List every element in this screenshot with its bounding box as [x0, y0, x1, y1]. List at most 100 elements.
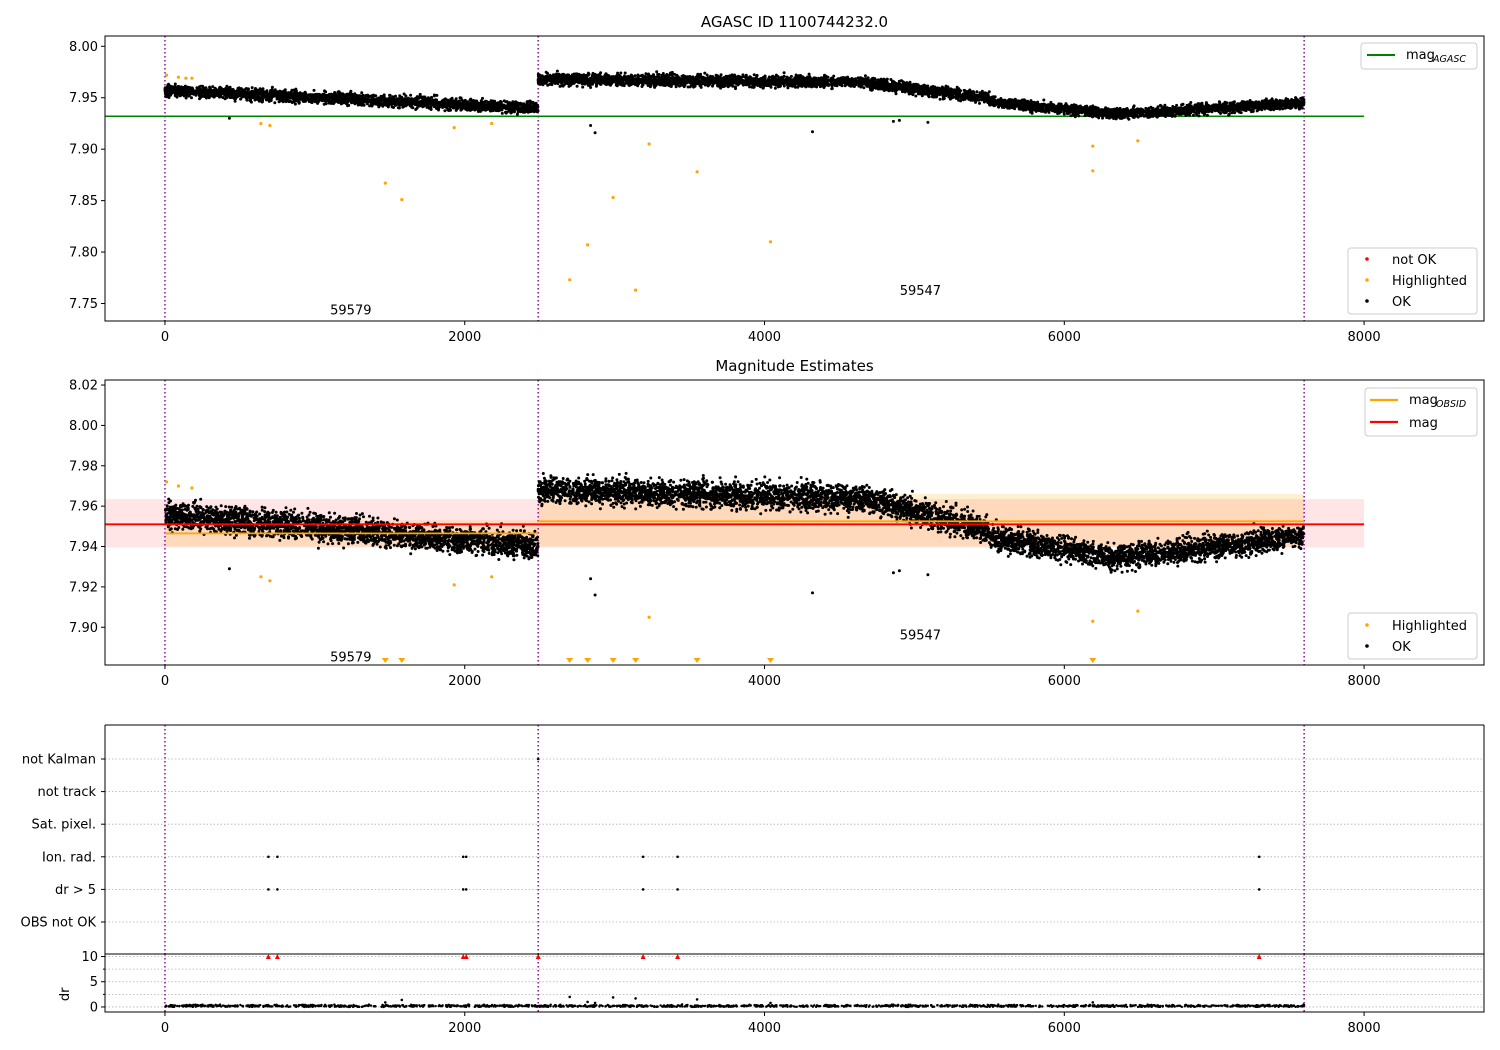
ok-point	[836, 81, 840, 85]
ok-point	[796, 85, 800, 89]
ok-point	[377, 105, 381, 109]
ok-point	[198, 85, 201, 89]
ok-point	[849, 81, 853, 85]
ok-point	[799, 78, 803, 82]
ok-point	[623, 82, 627, 86]
ok-point	[273, 88, 277, 92]
ok-point	[532, 107, 536, 111]
ok-point	[555, 75, 559, 79]
ok-point	[847, 77, 851, 81]
ok-point	[507, 109, 511, 113]
ok-point	[283, 94, 287, 98]
ok-point	[496, 101, 500, 105]
ok-point	[353, 102, 357, 106]
ok-point	[359, 96, 363, 100]
ok-point	[681, 77, 684, 81]
ok-point	[223, 92, 227, 96]
ok-point	[487, 103, 491, 107]
ok-point	[247, 91, 251, 95]
ok-point	[273, 101, 277, 105]
ok-point	[221, 88, 225, 91]
ok-point	[322, 102, 326, 106]
ok-point	[864, 83, 868, 87]
ok-point	[361, 100, 365, 104]
ok-point	[443, 97, 447, 101]
ok-point	[645, 75, 649, 79]
ok-point	[583, 82, 587, 86]
ok-point	[409, 99, 413, 103]
ok-point	[376, 103, 380, 106]
ok-point	[730, 77, 734, 81]
ok-point	[423, 95, 427, 99]
ok-point	[776, 84, 780, 88]
ok-point	[297, 94, 301, 98]
ok-point	[476, 110, 480, 113]
ok-point	[233, 94, 237, 98]
ok-point	[594, 76, 598, 80]
ok-point	[476, 103, 480, 107]
ok-point	[295, 89, 298, 93]
ok-point	[681, 74, 685, 78]
ok-point	[733, 85, 737, 89]
ok-point	[317, 98, 320, 102]
ok-point	[443, 109, 447, 113]
ok-point	[455, 104, 459, 108]
ok-point	[723, 80, 727, 84]
ok-point	[683, 82, 687, 86]
ok-point	[347, 103, 351, 107]
ok-point	[770, 75, 774, 79]
ok-point	[256, 88, 260, 92]
ok-point	[443, 105, 447, 109]
ok-point	[461, 102, 465, 106]
ok-point	[227, 90, 231, 94]
ok-point	[328, 100, 332, 104]
ok-point	[412, 97, 416, 101]
ok-point	[673, 79, 677, 83]
ok-point	[567, 73, 571, 77]
ok-point	[406, 96, 410, 100]
ok-point	[350, 101, 353, 105]
ok-point	[221, 96, 225, 100]
ok-point	[733, 80, 737, 84]
ok-point	[358, 94, 362, 98]
ok-point	[824, 81, 828, 85]
ok-point	[364, 99, 368, 103]
ok-point	[216, 94, 220, 98]
ok-point	[290, 88, 294, 92]
ok-point	[312, 99, 316, 103]
ok-point	[749, 80, 753, 84]
ok-point	[764, 83, 768, 87]
ok-point	[852, 84, 856, 88]
ok-point	[468, 105, 472, 109]
ok-point	[866, 76, 870, 80]
ok-point	[321, 95, 325, 99]
ok-point	[544, 70, 548, 74]
ok-point	[360, 103, 364, 107]
ok-point	[785, 78, 789, 82]
ok-point	[397, 106, 401, 110]
ok-point	[609, 79, 613, 83]
ok-point	[646, 84, 650, 87]
ok-point	[619, 71, 623, 75]
ok-point	[312, 88, 316, 92]
ok-point	[365, 102, 369, 106]
ok-point	[302, 91, 306, 95]
ok-point	[599, 75, 603, 79]
ok-point	[437, 102, 440, 106]
ok-point	[356, 103, 360, 107]
ok-point	[552, 76, 556, 80]
ok-point	[773, 79, 777, 83]
ok-point	[204, 95, 208, 98]
ok-point	[468, 108, 472, 112]
ok-point	[220, 92, 224, 96]
ok-point	[233, 89, 236, 93]
ok-point	[500, 111, 504, 115]
ok-point	[832, 74, 836, 78]
ok-point	[435, 93, 439, 97]
ok-point	[767, 75, 771, 79]
ok-point	[261, 92, 265, 96]
ok-point	[337, 94, 341, 98]
ok-point	[622, 74, 626, 78]
ok-point	[265, 89, 269, 93]
ok-point	[521, 110, 525, 114]
